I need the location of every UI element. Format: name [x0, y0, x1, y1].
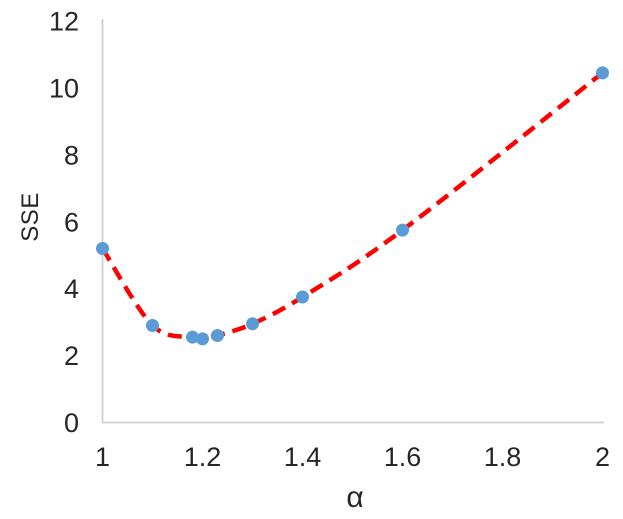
x-tick-label: 1.8 [484, 442, 522, 472]
data-point-marker [96, 242, 109, 256]
data-point-marker [146, 318, 159, 332]
data-point-marker [186, 330, 199, 344]
data-point-marker [396, 223, 409, 237]
trendline-curve [100, 71, 604, 342]
data-point-marker [596, 66, 609, 80]
y-tick-label: 12 [49, 7, 79, 37]
x-tick-label: 1.6 [384, 442, 422, 472]
y-tick-label: 4 [64, 274, 79, 304]
x-tick-label: 1.2 [184, 442, 222, 472]
x-tick-label: 1 [95, 442, 110, 472]
y-tick-label: 8 [64, 140, 79, 170]
data-point-marker [196, 332, 209, 346]
data-point-marker [246, 317, 259, 331]
y-tick-label: 0 [64, 408, 79, 438]
data-point-marker [296, 290, 309, 304]
y-tick-label: 10 [49, 73, 79, 103]
y-tick-label: 2 [64, 341, 79, 371]
x-tick-label: 1.4 [284, 442, 322, 472]
x-axis-title: α [346, 481, 364, 514]
data-point-marker [211, 329, 224, 343]
y-tick-label: 6 [64, 207, 79, 237]
y-axis-title: SSE [17, 192, 44, 242]
x-tick-label: 2 [595, 442, 610, 472]
